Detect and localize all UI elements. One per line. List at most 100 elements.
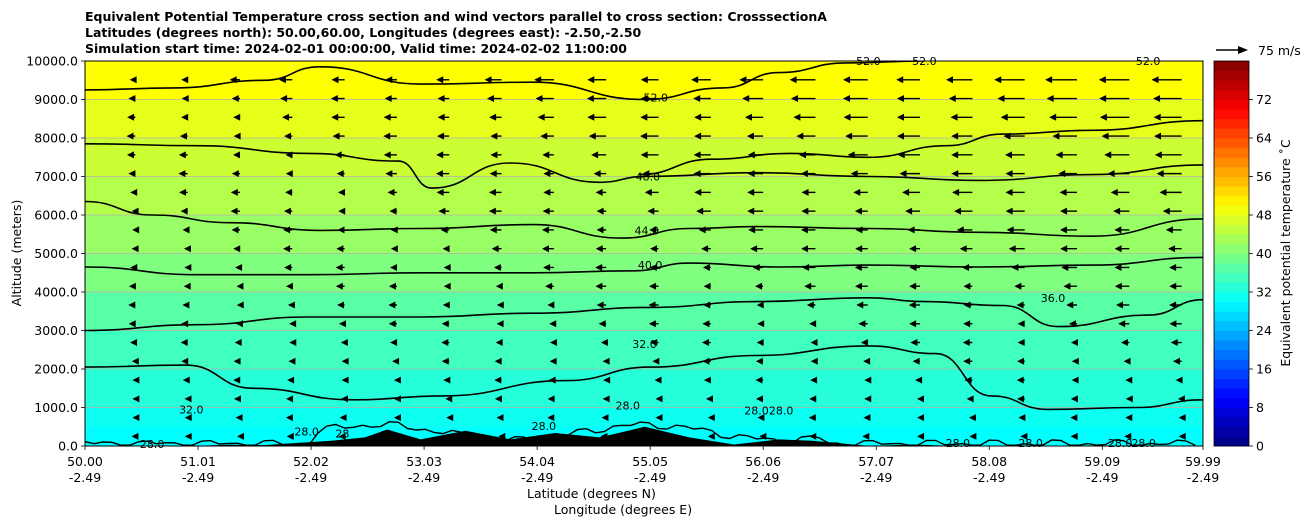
wind-vector-head: [336, 245, 344, 253]
wind-vector: [494, 395, 502, 403]
wind-vector-head: [1175, 376, 1183, 384]
wind-vector: [1154, 132, 1182, 140]
wind-vector: [855, 282, 868, 290]
wind-vector-head: [1011, 263, 1019, 271]
wind-vector-head: [997, 95, 1005, 103]
wind-vector: [650, 245, 659, 253]
wind-vector: [917, 432, 925, 440]
wind-vector: [588, 132, 607, 140]
contour-label: 32.0: [179, 403, 204, 416]
x-tick-label-latitude: 52.02: [293, 454, 329, 469]
x-tick-label-latitude: 56.06: [745, 454, 781, 469]
wind-vector-head: [388, 282, 396, 290]
wind-vector: [230, 188, 240, 196]
quiver-key-label: 75 m/s: [1258, 43, 1301, 58]
wind-vector-head: [1153, 113, 1161, 121]
wind-vector-head: [963, 320, 971, 328]
wind-vector: [128, 282, 136, 290]
wind-vector-head: [1045, 76, 1053, 84]
wind-vector-head: [1123, 357, 1131, 365]
wind-vector-head: [799, 151, 807, 159]
colorbar-tick-label: 32: [1256, 285, 1272, 300]
colorbar-label: Equivalent potential temperature ˚C: [1278, 139, 1293, 367]
wind-vector-head: [806, 301, 814, 309]
wind-vector: [383, 151, 397, 159]
wind-vector-head: [543, 170, 551, 178]
colorbar-band: [1214, 176, 1249, 187]
wind-vector-head: [858, 320, 866, 328]
wind-vector-head: [184, 432, 192, 440]
wind-vector: [233, 357, 241, 365]
wind-vector: [337, 188, 345, 196]
wind-vector: [129, 76, 137, 84]
colorbar-band: [1214, 272, 1249, 283]
wind-vector: [853, 188, 868, 196]
wind-vector: [235, 320, 243, 328]
wind-vector-head: [595, 263, 603, 271]
wind-vector-head: [541, 245, 549, 253]
wind-vector-head: [916, 395, 924, 403]
wind-vector-head: [1168, 245, 1176, 253]
wind-vector-head: [694, 132, 702, 140]
wind-vector: [693, 151, 711, 159]
wind-vector: [1104, 151, 1130, 159]
wind-vector: [1058, 170, 1078, 178]
wind-vector: [593, 170, 607, 178]
wind-vector: [746, 132, 764, 140]
wind-vector: [1172, 357, 1182, 365]
wind-vector-head: [810, 376, 818, 384]
wind-vector-head: [535, 95, 543, 103]
wind-vector: [1070, 339, 1078, 347]
wind-vector: [495, 282, 503, 290]
y-tick-label: 9000.0: [34, 92, 78, 107]
wind-vector: [545, 282, 554, 290]
wind-vector: [968, 414, 976, 422]
wind-vector: [691, 76, 711, 84]
wind-vector-head: [389, 207, 397, 215]
wind-vector-head: [694, 113, 702, 121]
wind-vector-head: [131, 245, 139, 253]
wind-vector-head: [1170, 339, 1178, 347]
wind-vector-head: [340, 339, 348, 347]
wind-vector: [285, 414, 293, 422]
wind-vector: [1070, 432, 1078, 440]
wind-vector: [963, 282, 973, 290]
wind-vector: [601, 414, 609, 422]
wind-vector-head: [759, 432, 767, 440]
wind-vector-head: [491, 245, 499, 253]
wind-vector: [693, 170, 711, 178]
wind-vector: [602, 395, 610, 403]
wind-vector: [542, 151, 554, 159]
wind-vector-head: [951, 132, 959, 140]
wind-vector-head: [132, 376, 140, 384]
wind-vector-head: [793, 113, 801, 121]
wind-vector-head: [393, 376, 401, 384]
wind-vector: [1005, 207, 1025, 215]
wind-vector-head: [801, 245, 809, 253]
wind-vector: [801, 188, 816, 196]
wind-vector-head: [1003, 132, 1011, 140]
wind-vector: [702, 357, 711, 365]
wind-vector: [796, 132, 816, 140]
wind-vector-head: [284, 263, 292, 271]
wind-vector: [648, 320, 659, 328]
wind-vectors: [126, 76, 1186, 440]
wind-vector: [128, 95, 136, 103]
wind-vector: [178, 170, 188, 178]
x-tick-label-longitude: -2.49: [182, 470, 214, 485]
wind-vector-head: [644, 188, 652, 196]
wind-vector-head: [442, 301, 450, 309]
colorbar-band: [1214, 99, 1249, 110]
wind-vector-head: [1070, 339, 1078, 347]
wind-vector: [1017, 357, 1025, 365]
wind-vector: [184, 414, 192, 422]
contour-line-28: [85, 420, 1196, 446]
wind-vector-head: [547, 395, 555, 403]
wind-vector-head: [1060, 207, 1068, 215]
wind-vector: [793, 113, 816, 121]
wind-vector-head: [441, 339, 449, 347]
wind-vector: [587, 113, 607, 121]
wind-vector-head: [789, 76, 797, 84]
colorbar-band: [1214, 89, 1249, 100]
wind-vector-head: [496, 301, 504, 309]
